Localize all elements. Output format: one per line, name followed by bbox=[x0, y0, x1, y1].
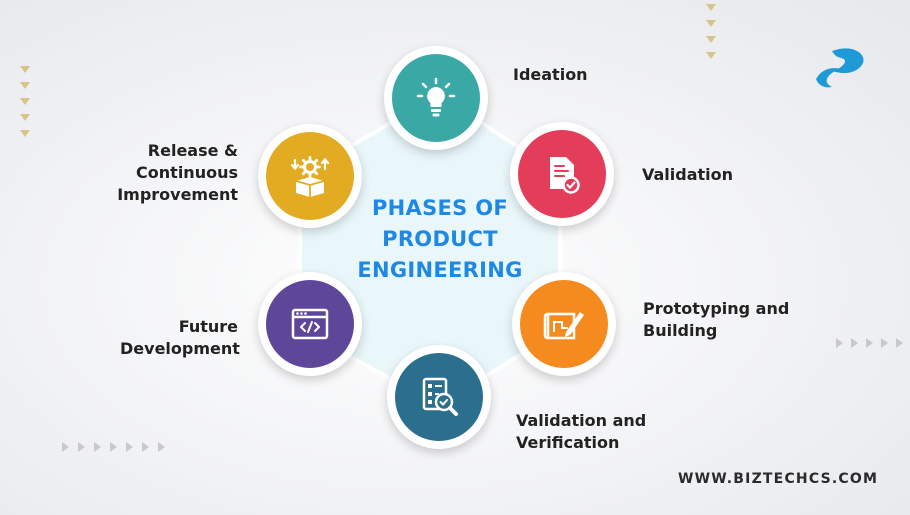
title-line-2: PRODUCT bbox=[382, 227, 498, 251]
phase-ideation-circle bbox=[392, 54, 480, 142]
phase-release-label: Release & Continuous Improvement bbox=[117, 141, 238, 204]
phase-ideation-node bbox=[384, 46, 488, 150]
company-logo-icon bbox=[816, 48, 864, 88]
decor-arrows-top-vertical bbox=[706, 4, 716, 59]
phase-release-node bbox=[258, 124, 362, 228]
phase-prototyping-label: Prototyping and Building bbox=[643, 299, 790, 340]
phase-prototyping-circle bbox=[520, 280, 608, 368]
phase-validation-circle bbox=[518, 130, 606, 218]
blueprint-pencil-icon bbox=[543, 312, 584, 340]
diagram-title: PHASES OF PRODUCT ENGINEERING bbox=[345, 193, 535, 286]
phase-future-circle bbox=[266, 280, 354, 368]
phase-validation-label: Validation bbox=[642, 165, 734, 184]
website-url: WWW.BIZTECHCS.COM bbox=[678, 471, 879, 487]
phase-verification-circle bbox=[395, 353, 483, 441]
phase-validation-node bbox=[510, 122, 614, 226]
phase-verification-label: Validation and Verification bbox=[516, 411, 647, 452]
document-check-icon bbox=[550, 157, 580, 194]
phase-future-label: Future Development bbox=[120, 317, 240, 358]
phase-release-circle bbox=[266, 132, 354, 220]
decor-arrows-left-vertical bbox=[20, 66, 30, 137]
code-window-icon bbox=[291, 308, 329, 340]
phase-future-node bbox=[258, 272, 362, 376]
phase-ideation-label: Ideation bbox=[513, 65, 588, 84]
decor-arrows-right bbox=[836, 338, 903, 348]
phase-verification-node bbox=[387, 345, 491, 449]
title-line-3: ENGINEERING bbox=[357, 258, 523, 282]
box-gear-icon bbox=[290, 156, 330, 197]
lightbulb-icon bbox=[416, 77, 456, 117]
phase-prototyping-node bbox=[512, 272, 616, 376]
decor-arrows-bottom-left bbox=[62, 442, 165, 452]
title-line-1: PHASES OF bbox=[371, 196, 509, 220]
checklist-magnifier-icon bbox=[422, 377, 458, 416]
